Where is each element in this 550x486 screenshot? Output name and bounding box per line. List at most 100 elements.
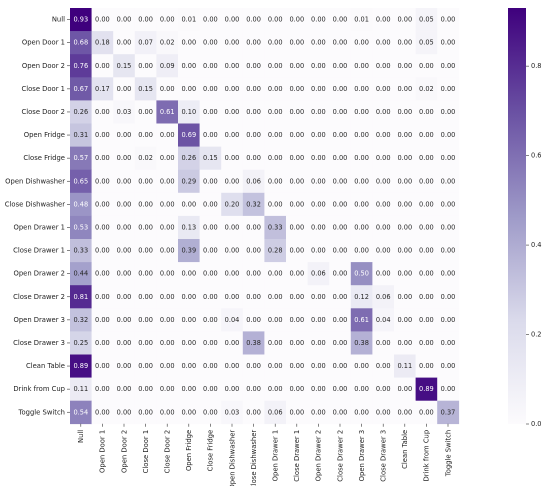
heatmap-cell xyxy=(437,100,460,124)
heatmap-cell xyxy=(372,77,395,101)
cell-value-label: 0.00 xyxy=(160,385,175,393)
heatmap-cell xyxy=(350,377,373,401)
cell-value-label: 0.00 xyxy=(441,247,456,255)
heatmap-cell xyxy=(221,285,244,309)
cell-value-label: 0.00 xyxy=(333,362,348,370)
heatmap-cell xyxy=(437,331,460,355)
row-label: Open Drawer 2 xyxy=(13,270,65,278)
cell-value-label: 0.00 xyxy=(376,247,391,255)
cell-value-label: 0.00 xyxy=(160,408,175,416)
heatmap-cell xyxy=(307,308,330,332)
heatmap-cell xyxy=(372,8,395,32)
cell-value-label: 0.00 xyxy=(289,408,304,416)
cell-value-label: 0.00 xyxy=(376,108,391,116)
heatmap-cell xyxy=(329,8,352,32)
heatmap-cell xyxy=(91,8,114,32)
cell-value-label: 0.00 xyxy=(160,177,175,185)
cell-value-label: 0.04 xyxy=(225,316,240,324)
cell-value-label: 0.00 xyxy=(441,362,456,370)
heatmap-cell xyxy=(221,262,244,286)
heatmap-cell xyxy=(329,377,352,401)
cell-value-label: 0.00 xyxy=(95,293,110,301)
heatmap-cell xyxy=(70,146,92,170)
cell-value-label: 0.00 xyxy=(117,154,132,162)
heatmap-cell xyxy=(264,31,287,55)
cell-value-label: 0.00 xyxy=(203,362,218,370)
heatmap-cell xyxy=(178,262,200,286)
cell-value-label: 0.00 xyxy=(95,270,110,278)
column-label: Close Drawer 3 xyxy=(380,430,388,482)
heatmap-cell xyxy=(199,308,222,332)
column-label: Drink from Cup xyxy=(423,430,431,482)
heatmap-cell xyxy=(286,100,308,124)
cell-value-label: 0.00 xyxy=(203,16,218,24)
row-label: Open Door 1 xyxy=(22,39,65,47)
cell-value-label: 0.00 xyxy=(95,339,110,347)
cell-value-label: 0.00 xyxy=(397,408,412,416)
cell-value-label: 0.00 xyxy=(95,16,110,24)
heatmap-cell xyxy=(221,169,244,194)
heatmap-cell xyxy=(394,123,416,147)
heatmap-cell xyxy=(415,146,438,170)
heatmap-cell xyxy=(156,377,179,401)
heatmap-cell xyxy=(415,262,438,286)
cell-value-label: 0.00 xyxy=(117,85,132,93)
cell-value-label: 0.00 xyxy=(160,131,175,139)
heatmap-cell xyxy=(113,239,136,263)
heatmap-cell xyxy=(70,100,92,124)
cell-value-label: 0.00 xyxy=(117,362,132,370)
cell-value-label: 0.00 xyxy=(246,247,261,255)
cell-value-label: 0.00 xyxy=(376,385,391,393)
cell-value-label: 0.18 xyxy=(95,39,110,47)
cell-value-label: 0.89 xyxy=(419,385,434,393)
cell-value-label: 0.00 xyxy=(268,339,283,347)
heatmap-cell xyxy=(113,123,136,147)
heatmap-cell xyxy=(329,192,352,217)
cell-value-label: 0.00 xyxy=(419,316,434,324)
cell-value-label: 0.33 xyxy=(73,247,88,255)
heatmap-cell xyxy=(329,77,352,101)
cell-value-label: 0.32 xyxy=(246,200,261,208)
heatmap-cell xyxy=(350,400,373,425)
heatmap-cell xyxy=(437,192,460,217)
cell-value-label: 0.00 xyxy=(419,339,434,347)
heatmap-cell xyxy=(134,100,157,124)
cell-value-label: 0.17 xyxy=(95,85,110,93)
cell-value-label: 0.00 xyxy=(95,154,110,162)
heatmap-cell xyxy=(113,377,136,401)
heatmap-cell xyxy=(242,54,265,78)
heatmap-cell xyxy=(134,285,157,309)
heatmap-cell xyxy=(372,123,395,147)
heatmap-cell xyxy=(264,54,287,78)
heatmap-cell xyxy=(372,100,395,124)
cell-value-label: 0.06 xyxy=(246,177,261,185)
heatmap-cell xyxy=(156,354,179,378)
cell-value-label: 0.00 xyxy=(333,293,348,301)
cell-value-label: 0.00 xyxy=(138,16,153,24)
cell-value-label: 0.00 xyxy=(203,270,218,278)
heatmap-cell xyxy=(113,54,136,78)
cell-value-label: 0.31 xyxy=(73,131,88,139)
heatmap-cell xyxy=(307,331,330,355)
cell-value-label: 0.68 xyxy=(73,39,88,47)
cell-value-label: 0.00 xyxy=(354,177,369,185)
heatmap-cell xyxy=(350,262,373,286)
heatmap-cell xyxy=(264,8,287,32)
cell-value-label: 0.00 xyxy=(419,131,434,139)
cell-value-label: 0.13 xyxy=(181,223,196,231)
cell-value-label: 0.00 xyxy=(333,270,348,278)
heatmap-cell xyxy=(242,8,265,32)
heatmap-cell xyxy=(415,285,438,309)
heatmap-cell xyxy=(437,123,460,147)
heatmap-cell xyxy=(329,285,352,309)
cell-value-label: 0.00 xyxy=(354,200,369,208)
heatmap-cell xyxy=(199,262,222,286)
heatmap-cell xyxy=(178,54,200,78)
heatmap-cell xyxy=(134,77,157,101)
cell-value-label: 0.33 xyxy=(268,223,283,231)
cell-value-label: 0.65 xyxy=(73,177,88,185)
cell-value-label: 0.00 xyxy=(419,247,434,255)
cell-value-label: 0.00 xyxy=(117,385,132,393)
heatmap-cell xyxy=(70,354,92,378)
heatmap-cell xyxy=(134,262,157,286)
